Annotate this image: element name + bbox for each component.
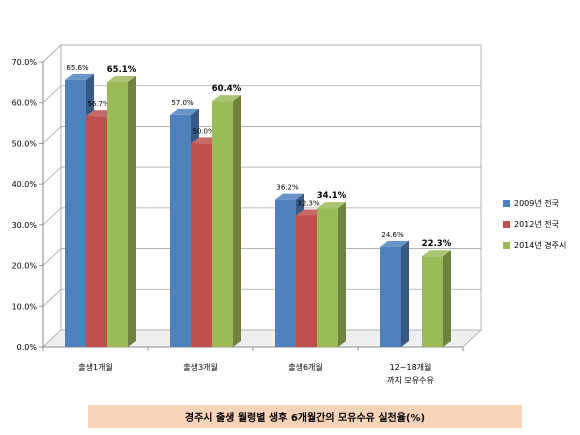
gridline — [42, 85, 481, 104]
gridline — [42, 126, 481, 144]
bar — [107, 81, 128, 347]
bar-top — [170, 108, 199, 115]
y-tick-label: 40.0% — [12, 180, 38, 189]
data-label: 57.0% — [171, 99, 194, 107]
x-tick-label: 출생1개월 — [78, 362, 113, 372]
legend-swatch — [503, 200, 510, 207]
data-label: 22.3% — [422, 239, 452, 249]
chart-area: 0.0% 10.0% 20.0% 30.0% 40.0% 50.0% 60.0% 70.0% 출… — [12, 44, 566, 385]
bar-top — [275, 193, 304, 200]
bar — [296, 215, 317, 347]
legend-label: 2012년 전국 — [514, 220, 559, 229]
bar — [170, 114, 191, 347]
bar-side — [338, 202, 346, 347]
bar-top — [380, 240, 409, 247]
data-label: 36.2% — [276, 184, 299, 192]
x-tick-label: 까지 모유수유 — [387, 376, 434, 385]
data-label: 65.1% — [107, 65, 137, 75]
data-label: 34.1% — [317, 191, 347, 201]
caption-text: 경주시 출생 월령별 생후 6개월간의 모유수유 실천율(%) — [184, 413, 426, 424]
bar-top — [107, 75, 136, 82]
legend-item: 2014년 경주시 — [503, 235, 566, 256]
data-label: 32.3% — [297, 199, 320, 207]
legend-label: 2014년 경주시 — [514, 241, 567, 250]
bar — [275, 199, 296, 347]
bar — [380, 246, 401, 347]
y-tick-label: 20.0% — [12, 262, 38, 271]
bar-top — [212, 95, 241, 102]
bar-side — [443, 250, 451, 347]
bar — [317, 208, 338, 347]
legend-swatch — [503, 242, 510, 249]
y-tick-label: 50.0% — [12, 139, 38, 148]
legend-label: 2009년 전국 — [514, 199, 559, 208]
data-label: 65.6% — [66, 64, 89, 72]
bar-side — [233, 95, 241, 347]
gridline — [42, 44, 481, 63]
gridline — [42, 166, 481, 185]
legend-item: 2009년 전국 — [503, 193, 566, 214]
y-tick-label: 60.0% — [12, 99, 38, 108]
data-label: 24.6% — [381, 231, 404, 239]
data-label: 60.4% — [212, 84, 242, 94]
bar — [191, 143, 212, 347]
bar-side — [128, 75, 136, 347]
bar — [86, 116, 107, 348]
bar-top — [317, 202, 346, 209]
legend: 2009년 전국 2012년 전국 2014년 경주시 — [503, 193, 566, 256]
data-label: 50.0% — [192, 127, 215, 135]
x-tick-label: 출생6개월 — [288, 362, 323, 372]
y-tick-label: 0.0% — [17, 343, 38, 352]
bar-top — [65, 73, 94, 80]
bar — [212, 101, 233, 347]
x-tick-label: 출생3개월 — [183, 362, 218, 372]
bar — [65, 79, 86, 348]
legend-item: 2012년 전국 — [503, 214, 566, 235]
bar-chart: 0.0% 10.0% 20.0% 30.0% 40.0% 50.0% 60.0% 70.0% 출… — [12, 44, 483, 385]
x-tick-label: 12~18개월 — [390, 362, 432, 372]
legend-swatch — [503, 221, 510, 228]
bar-top — [422, 250, 451, 257]
bar — [422, 256, 443, 347]
side-wall — [42, 44, 62, 348]
chart-caption: 경주시 출생 월령별 생후 6개월간의 모유수유 실천율(%) — [88, 405, 522, 428]
y-tick-label: 70.0% — [12, 58, 38, 67]
bar-side — [401, 240, 409, 347]
y-tick-label: 30.0% — [12, 221, 38, 230]
y-tick-label: 10.0% — [12, 302, 38, 311]
data-label: 56.7% — [87, 100, 110, 108]
